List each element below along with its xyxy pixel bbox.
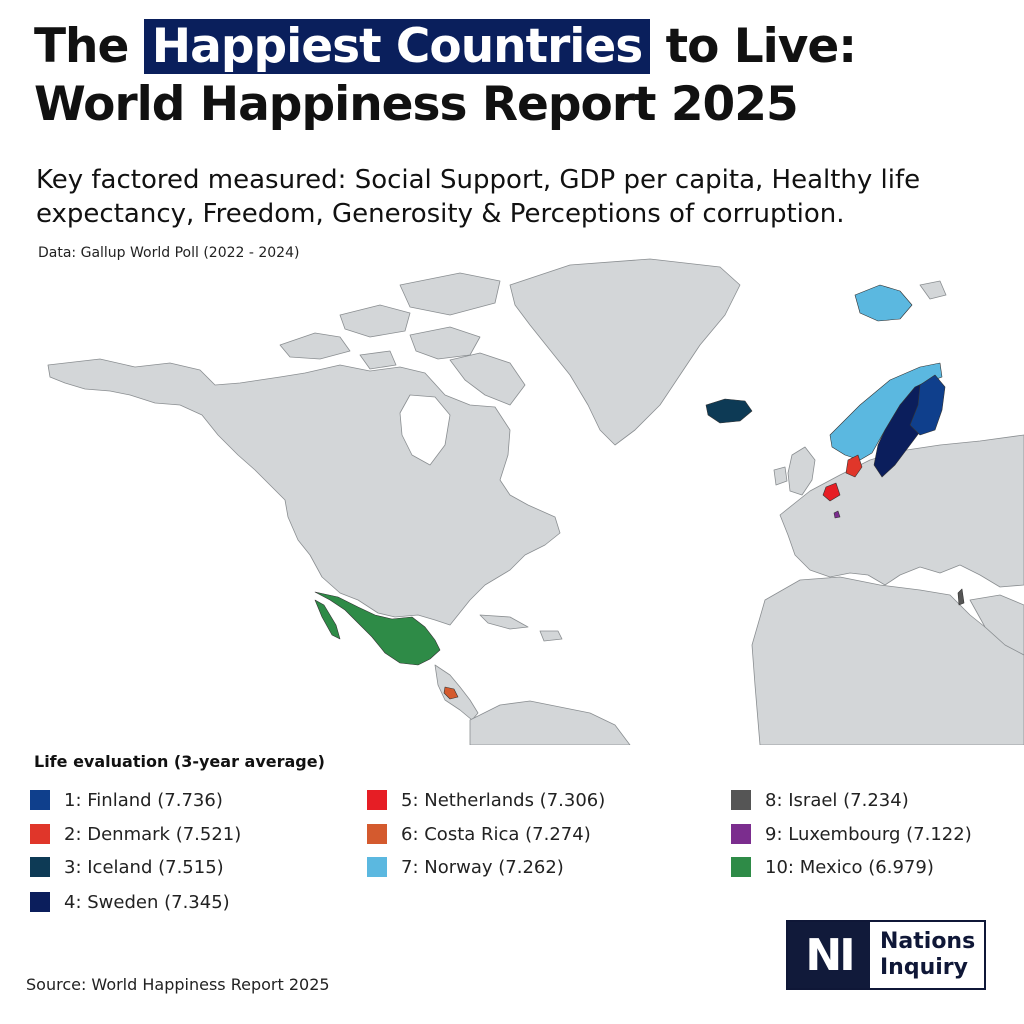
legend-swatch-sweden	[30, 892, 50, 912]
cuba	[479, 614, 529, 630]
legend-title: Life evaluation (3-year average)	[34, 752, 325, 771]
logo-wordmark: Nations Inquiry	[870, 922, 984, 988]
legend-swatch-finland	[30, 790, 50, 810]
source-note: Source: World Happiness Report 2025	[26, 975, 330, 994]
svalbard-east	[919, 280, 947, 300]
title-highlight: Happiest Countries	[143, 19, 651, 74]
legend-label-iceland: 3: Iceland (7.515)	[64, 856, 224, 878]
arctic-island-3	[399, 272, 501, 316]
south-america	[469, 700, 631, 745]
north-america-landmass	[47, 358, 561, 626]
arctic-island-2	[339, 304, 411, 338]
legend-swatch-iceland	[30, 857, 50, 877]
data-note: Data: Gallup World Poll (2022 - 2024)	[38, 245, 300, 261]
legend-item-netherlands: 5: Netherlands (7.306)	[367, 788, 605, 812]
legend-swatch-costa-rica	[367, 824, 387, 844]
legend-label-luxembourg: 9: Luxembourg (7.122)	[765, 823, 972, 845]
great-britain	[787, 446, 816, 496]
page-title: The Happiest Countries to Live: World Ha…	[34, 18, 1004, 134]
logo-line1: Nations	[880, 929, 976, 954]
legend-item-iceland: 3: Iceland (7.515)	[30, 855, 224, 879]
legend-swatch-mexico	[731, 857, 751, 877]
logo-mark: NI	[788, 922, 870, 988]
country-finland	[909, 374, 946, 436]
title-part1: The	[34, 19, 129, 74]
legend-item-luxembourg: 9: Luxembourg (7.122)	[731, 822, 972, 846]
legend-swatch-norway	[367, 857, 387, 877]
legend-label-costa-rica: 6: Costa Rica (7.274)	[401, 823, 591, 845]
legend-label-finland: 1: Finland (7.736)	[64, 789, 223, 811]
country-norway-svalbard	[854, 284, 913, 322]
legend-label-israel: 8: Israel (7.234)	[765, 789, 909, 811]
arabia	[969, 594, 1024, 656]
country-mexico-baja	[314, 599, 341, 640]
legend-label-denmark: 2: Denmark (7.521)	[64, 823, 242, 845]
country-luxembourg	[833, 510, 841, 519]
world-map	[47, 258, 1024, 745]
country-mexico	[314, 591, 441, 666]
legend-item-israel: 8: Israel (7.234)	[731, 788, 909, 812]
legend-item-norway: 7: Norway (7.262)	[367, 855, 564, 879]
legend-label-norway: 7: Norway (7.262)	[401, 856, 564, 878]
legend-item-costa-rica: 6: Costa Rica (7.274)	[367, 822, 591, 846]
arctic-island-5	[359, 350, 397, 370]
nations-inquiry-logo: NI Nations Inquiry	[786, 920, 986, 990]
legend-swatch-luxembourg	[731, 824, 751, 844]
legend-label-sweden: 4: Sweden (7.345)	[64, 891, 230, 913]
country-costa-rica	[443, 686, 459, 700]
africa	[751, 576, 1024, 745]
central-america	[434, 664, 479, 721]
legend-swatch-netherlands	[367, 790, 387, 810]
arctic-island-4	[409, 326, 481, 360]
baffin-island	[449, 352, 526, 406]
subtitle: Key factored measured: Social Support, G…	[36, 165, 921, 229]
legend-label-netherlands: 5: Netherlands (7.306)	[401, 789, 606, 811]
legend-label-mexico: 10: Mexico (6.979)	[765, 856, 934, 878]
logo-line2: Inquiry	[880, 955, 968, 980]
country-denmark	[845, 454, 863, 478]
hispaniola	[539, 630, 563, 642]
country-iceland	[705, 398, 753, 424]
title-part2: to Live:	[665, 19, 857, 74]
country-netherlands	[822, 482, 841, 502]
legend-swatch-israel	[731, 790, 751, 810]
legend-item-mexico: 10: Mexico (6.979)	[731, 855, 934, 879]
ireland	[773, 466, 788, 486]
title-line2: World Happiness Report 2025	[34, 77, 799, 132]
legend-swatch-denmark	[30, 824, 50, 844]
arctic-island-1	[279, 332, 351, 360]
legend-item-sweden: 4: Sweden (7.345)	[30, 890, 230, 914]
country-israel	[957, 588, 965, 606]
europe	[779, 434, 1024, 588]
legend-item-denmark: 2: Denmark (7.521)	[30, 822, 241, 846]
greenland	[509, 258, 741, 446]
hudson-bay	[399, 394, 451, 466]
legend-item-finland: 1: Finland (7.736)	[30, 788, 223, 812]
